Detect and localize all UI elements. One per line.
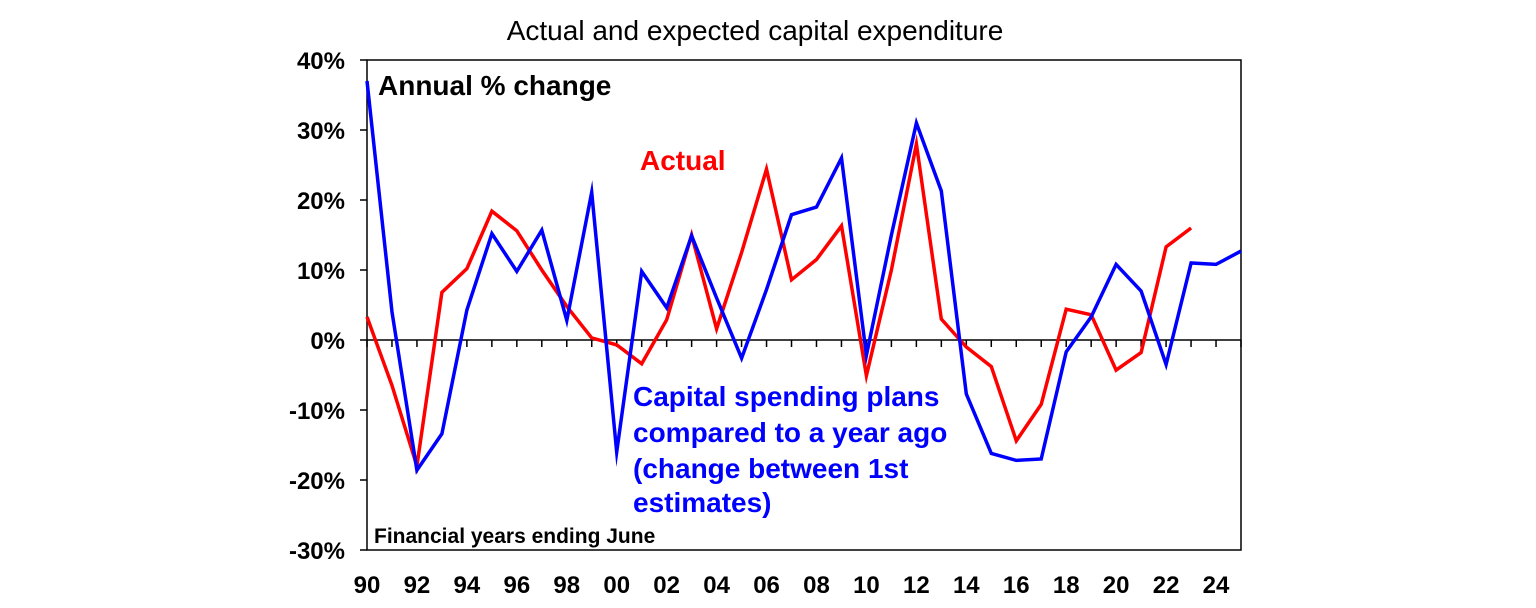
plans-label-line-1: Capital spending plans [633, 381, 939, 412]
x-tick-label: 18 [1053, 572, 1080, 599]
series-layer [365, 80, 1242, 475]
x-axis: 90 92 94 96 98 00 02 04 06 08 10 12 14 16 18 20 22 24 [354, 340, 1242, 599]
x-tick-label: 90 [354, 572, 381, 599]
x-tick-label: 24 [1203, 572, 1230, 599]
chart-title: Actual and expected capital expenditure [507, 15, 1004, 46]
x-tick-label: 02 [653, 572, 680, 599]
x-tick-label: 22 [1153, 572, 1180, 599]
x-tick-label: 04 [703, 572, 730, 599]
x-tick-label: 92 [404, 572, 431, 599]
x-tick-label: 94 [454, 572, 481, 599]
y-tick-label: -10% [289, 398, 345, 425]
y-axis: 40% 30% 20% 10% 0% -10% -20% -30% [289, 48, 367, 565]
x-tick-label: 96 [503, 572, 530, 599]
y-tick-label: 20% [297, 188, 345, 215]
y-tick-label: -20% [289, 468, 345, 495]
plans-series-label: Capital spending plans compared to a yea… [633, 381, 947, 518]
plot-area-frame [366, 59, 1242, 551]
plans-label-line-4: estimates) [633, 487, 772, 518]
y-tick-label: 40% [297, 48, 345, 75]
x-tick-label: 16 [1003, 572, 1030, 599]
x-tick-label: 10 [853, 572, 880, 599]
y-tick-label: -30% [289, 538, 345, 565]
y-tick-label: 10% [297, 258, 345, 285]
actual-series-label: Actual [640, 145, 726, 176]
x-tick-label: 98 [553, 572, 580, 599]
x-axis-note: Financial years ending June [374, 525, 655, 548]
x-tick-label: 00 [603, 572, 630, 599]
actual-series-line [365, 133, 1193, 474]
x-tick-label: 06 [753, 572, 780, 599]
y-tick-label: 30% [297, 118, 345, 145]
y-tick-label: 0% [310, 328, 345, 355]
x-tick-label: 14 [953, 572, 980, 599]
plans-label-line-2: compared to a year ago [633, 417, 947, 448]
plans-series-line [365, 80, 1242, 475]
plans-label-line-3: (change between 1st [633, 453, 908, 484]
x-tick-label: 08 [803, 572, 830, 599]
x-tick-label: 20 [1103, 572, 1130, 599]
x-tick-label: 12 [903, 572, 930, 599]
annual-change-label: Annual % change [378, 70, 611, 101]
